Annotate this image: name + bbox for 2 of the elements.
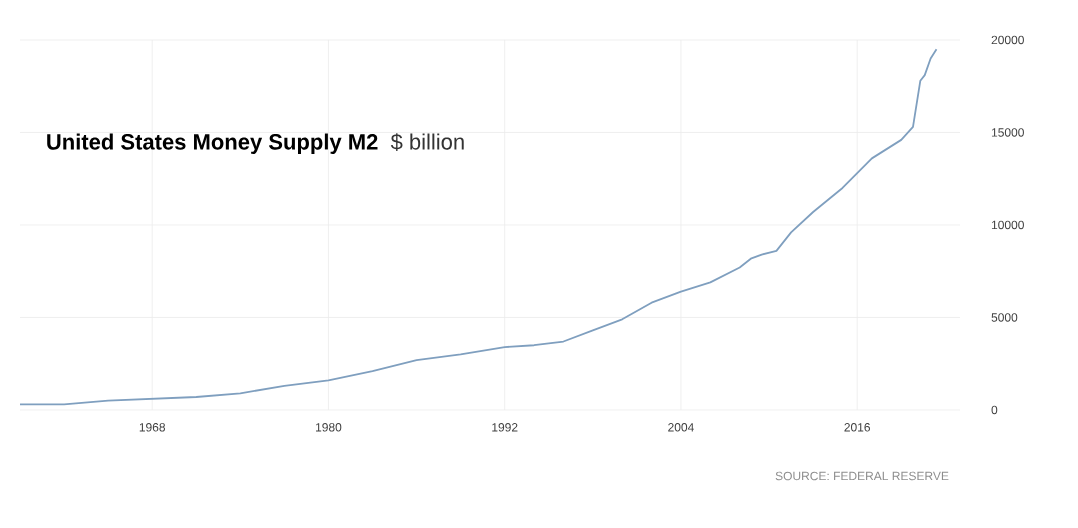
text: United States Money Supply M2 xyxy=(47,133,378,154)
text: $ billion xyxy=(390,133,464,151)
